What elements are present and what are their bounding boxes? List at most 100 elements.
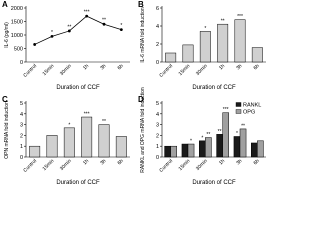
y-tick-label: 5: [156, 101, 159, 107]
y-tick-label: 0: [156, 60, 159, 66]
x-tick-label: 3h: [99, 63, 107, 71]
y-tick-label: 0: [20, 155, 23, 161]
y-tick-label: 1: [20, 144, 23, 150]
y-tick-label: 3: [156, 123, 159, 129]
x-tick-label: 6h: [117, 63, 125, 71]
y-tick-label: 1500: [11, 20, 23, 26]
x-tick-label: 30min: [59, 158, 73, 172]
x-axis-label: Duration of CCF: [192, 85, 236, 91]
x-tick-label: 15min: [178, 63, 192, 77]
x-tick-label: 3h: [235, 158, 243, 166]
legend-swatch: [235, 102, 242, 107]
x-tick-label: 30min: [195, 158, 209, 172]
bar: [182, 44, 194, 63]
significance: **: [102, 119, 106, 125]
bar: [234, 19, 246, 63]
x-tick-label: 15min: [42, 63, 56, 77]
significance: ***: [84, 10, 90, 16]
significance: **: [241, 123, 245, 129]
significance: ***: [84, 112, 90, 118]
marker: [33, 43, 37, 46]
significance: *: [68, 122, 70, 128]
x-tick-label: 15min: [42, 158, 56, 172]
y-axis-label: IL-6 mRNA fold induction: [140, 7, 146, 63]
bar: [251, 142, 258, 158]
bar: [165, 52, 177, 63]
bar: [29, 145, 41, 158]
y-tick-label: 4: [20, 112, 23, 118]
y-tick-label: 5: [20, 101, 23, 107]
bar: [199, 140, 206, 158]
marker: [50, 34, 54, 38]
x-tick-label: 1h: [218, 63, 226, 71]
bar: [233, 136, 241, 158]
bar: [181, 143, 189, 158]
bar: [257, 140, 264, 158]
significance: *: [236, 131, 238, 137]
bar: [164, 145, 171, 158]
bar: [115, 136, 127, 158]
figure: AIL-6 (pg/ml)Duration of CCF050010001500…: [2, 0, 266, 186]
y-tick-label: 2: [156, 42, 159, 48]
y-axis-label: OPN mRNA fold induction: [4, 101, 10, 159]
panel-label: A: [2, 0, 8, 9]
bar: [98, 124, 110, 158]
y-tick-label: 6: [156, 6, 159, 12]
panel-label: C: [2, 95, 8, 104]
significance: **: [206, 132, 210, 138]
y-tick-label: 2: [20, 133, 23, 139]
bar: [222, 112, 229, 158]
x-tick-label: 30min: [195, 63, 209, 77]
y-tick-label: 3: [20, 123, 23, 129]
significance: **: [67, 24, 71, 30]
legend-swatch: [235, 109, 242, 114]
y-tick-label: 0: [156, 155, 159, 161]
significance: **: [221, 19, 225, 25]
y-tick-label: 2000: [11, 6, 23, 12]
x-tick-label: 1h: [82, 158, 90, 166]
y-axis-label: RANKL and OPG mRNA fold induction: [140, 87, 146, 173]
x-tick-label: Control: [158, 158, 174, 174]
significance: *: [120, 23, 122, 29]
significance: *: [51, 30, 53, 36]
y-axis-label: IL-6 (pg/ml): [4, 22, 10, 48]
line: [34, 15, 122, 45]
x-tick-label: 6h: [117, 158, 125, 166]
x-tick-label: 15min: [178, 158, 192, 172]
significance: **: [102, 18, 106, 24]
marker: [102, 22, 106, 26]
bar: [251, 47, 263, 63]
y-tick-label: 1: [156, 144, 159, 150]
bar: [239, 128, 247, 158]
x-axis-label: Duration of CCF: [192, 180, 236, 186]
panel-label: B: [138, 0, 144, 9]
x-tick-label: Control: [158, 63, 174, 79]
bar: [187, 143, 195, 158]
y-tick-label: 500: [14, 47, 23, 53]
x-tick-label: 1h: [82, 63, 90, 71]
y-tick-label: 4: [156, 24, 159, 30]
significance: ***: [237, 14, 243, 20]
y-tick-label: 2: [156, 133, 159, 139]
legend-label: OPG: [243, 110, 255, 116]
bar: [81, 116, 93, 158]
panel-label: D: [138, 95, 144, 104]
bar: [46, 135, 58, 158]
significance: *: [201, 135, 203, 141]
significance: **: [218, 129, 222, 135]
significance: *: [204, 26, 206, 32]
x-tick-label: 1h: [218, 158, 226, 166]
y-tick-label: 4: [156, 112, 159, 118]
x-tick-label: 6h: [253, 158, 261, 166]
bar: [199, 31, 211, 63]
x-axis-label: Duration of CCF: [56, 180, 100, 186]
x-axis-label: Duration of CCF: [56, 85, 100, 91]
x-tick-label: 3h: [99, 158, 107, 166]
bar: [63, 127, 75, 158]
marker: [119, 28, 123, 31]
marker: [85, 14, 89, 18]
marker: [67, 29, 71, 33]
y-tick-label: 1000: [11, 33, 23, 39]
x-tick-label: Control: [22, 158, 38, 174]
bar: [170, 145, 177, 158]
